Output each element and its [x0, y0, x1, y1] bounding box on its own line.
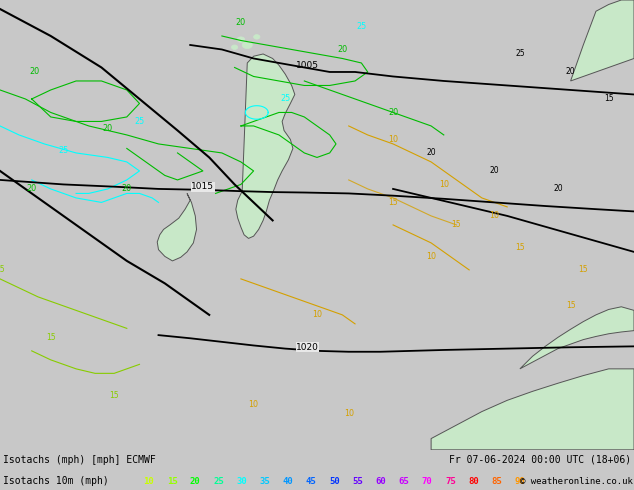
Text: 55: 55	[353, 477, 363, 486]
Text: 25: 25	[356, 23, 366, 31]
Text: 25: 25	[134, 117, 145, 126]
Text: 75: 75	[445, 477, 456, 486]
Text: Fr 07-06-2024 00:00 UTC (18+06): Fr 07-06-2024 00:00 UTC (18+06)	[449, 455, 631, 465]
Text: 15: 15	[46, 333, 56, 342]
Text: 60: 60	[375, 477, 386, 486]
Text: 15: 15	[167, 477, 178, 486]
Text: 15: 15	[388, 198, 398, 207]
Text: 20: 20	[236, 18, 246, 27]
Text: 25: 25	[58, 146, 68, 155]
Text: 1020: 1020	[296, 343, 319, 352]
Text: 25: 25	[213, 477, 224, 486]
Text: 20: 20	[337, 45, 347, 54]
Polygon shape	[157, 194, 197, 261]
Text: 65: 65	[399, 477, 410, 486]
Polygon shape	[431, 369, 634, 450]
Circle shape	[242, 41, 252, 49]
Text: 20: 20	[553, 184, 563, 194]
Text: 20: 20	[489, 167, 500, 175]
Text: 70: 70	[422, 477, 432, 486]
Text: 15: 15	[578, 266, 588, 274]
Text: 15: 15	[604, 95, 614, 103]
Text: 10: 10	[144, 477, 154, 486]
Text: 10: 10	[388, 135, 398, 144]
Circle shape	[254, 35, 260, 39]
Text: 15: 15	[451, 220, 462, 229]
Text: 20: 20	[426, 148, 436, 157]
Text: Isotachs (mph) [mph] ECMWF: Isotachs (mph) [mph] ECMWF	[3, 455, 156, 465]
Text: 20: 20	[103, 123, 113, 133]
Text: 10: 10	[312, 310, 322, 319]
Text: Isotachs 10m (mph): Isotachs 10m (mph)	[3, 476, 109, 486]
Text: 15: 15	[515, 243, 525, 252]
Circle shape	[237, 37, 245, 42]
Text: 10: 10	[426, 252, 436, 261]
Text: 25: 25	[515, 49, 525, 58]
Polygon shape	[520, 307, 634, 369]
Text: 25: 25	[280, 95, 290, 103]
Text: 1015: 1015	[191, 182, 214, 191]
Polygon shape	[236, 54, 295, 239]
Text: 20: 20	[566, 68, 576, 76]
Text: 20: 20	[388, 108, 398, 117]
Text: 20: 20	[190, 477, 201, 486]
Text: 15: 15	[109, 392, 119, 400]
Text: 20: 20	[27, 184, 37, 194]
Text: 10: 10	[249, 400, 259, 409]
Text: 40: 40	[283, 477, 294, 486]
Text: 80: 80	[468, 477, 479, 486]
Text: 10: 10	[439, 180, 449, 189]
Text: 20: 20	[122, 184, 132, 194]
Text: 50: 50	[329, 477, 340, 486]
Text: 30: 30	[236, 477, 247, 486]
Circle shape	[231, 45, 238, 49]
Text: 15: 15	[0, 266, 5, 274]
Text: 1005: 1005	[296, 61, 319, 70]
Text: 45: 45	[306, 477, 316, 486]
Text: 10: 10	[344, 409, 354, 418]
Text: 15: 15	[566, 301, 576, 310]
Text: © weatheronline.co.uk: © weatheronline.co.uk	[520, 477, 633, 486]
Text: 85: 85	[491, 477, 502, 486]
Text: 10: 10	[489, 211, 500, 220]
Text: 90: 90	[515, 477, 525, 486]
Text: 35: 35	[259, 477, 270, 486]
Polygon shape	[571, 0, 634, 81]
Text: 20: 20	[30, 68, 40, 76]
